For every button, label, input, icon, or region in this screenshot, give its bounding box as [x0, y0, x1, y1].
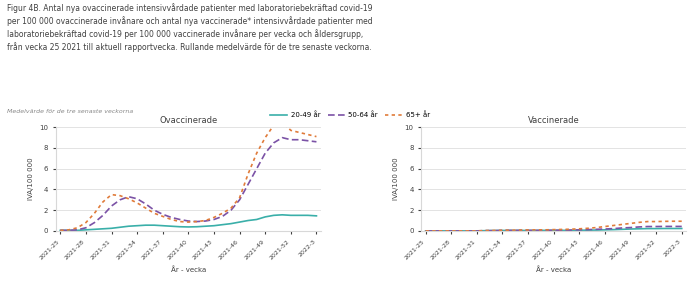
Title: Vaccinerade: Vaccinerade	[528, 116, 580, 125]
Text: Figur 4B. Antal nya ovaccinerade intensivvårdade patienter med laboratoriebekräf: Figur 4B. Antal nya ovaccinerade intensi…	[7, 3, 372, 52]
X-axis label: År - vecka: År - vecka	[171, 266, 206, 273]
Y-axis label: IVA/100 000: IVA/100 000	[393, 158, 399, 200]
X-axis label: År - vecka: År - vecka	[536, 266, 571, 273]
Title: Ovaccinerade: Ovaccinerade	[159, 116, 218, 125]
Legend: 20-49 år, 50-64 år, 65+ år: 20-49 år, 50-64 år, 65+ år	[267, 109, 433, 121]
Y-axis label: IVA/100 000: IVA/100 000	[28, 158, 34, 200]
Text: Medelvärde för de tre senaste veckorna: Medelvärde för de tre senaste veckorna	[7, 109, 133, 114]
